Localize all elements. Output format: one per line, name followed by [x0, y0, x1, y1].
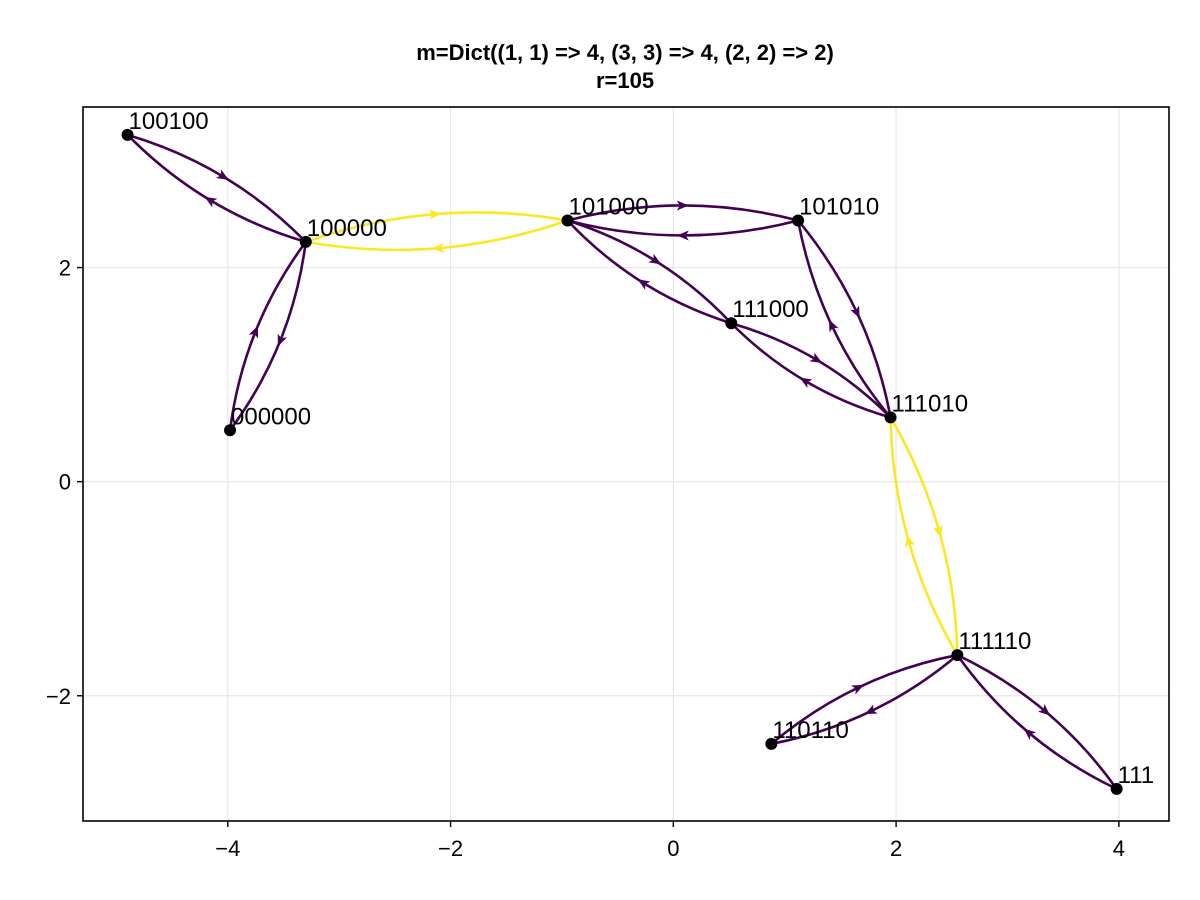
edge-arrow [828, 319, 839, 333]
node-label-111: 111 [1118, 762, 1154, 789]
edge-100000-000000 [228, 241, 308, 432]
edge-100000-100100 [126, 133, 307, 244]
edge-arrow [799, 377, 813, 389]
node-label-101000: 101000 [569, 193, 649, 220]
edge-arrow [905, 534, 915, 548]
edge-arrow [1037, 703, 1051, 716]
edge-arrow [676, 200, 689, 211]
nodes [121, 128, 1123, 795]
edge-000000-100000 [228, 241, 307, 431]
edge-111110-111 [956, 653, 1118, 790]
node-100100 [121, 128, 134, 141]
node-101000 [561, 214, 574, 227]
node-label-000000: 000000 [231, 403, 311, 430]
edge-arrow [1023, 728, 1037, 741]
edge-arrow [637, 279, 651, 290]
x-tick-label: −4 [215, 836, 240, 861]
edge-100100-100000 [127, 133, 307, 243]
node-label-100000: 100000 [307, 215, 387, 242]
edge-arrow [428, 209, 442, 220]
edge-arrow [648, 253, 662, 265]
node-label-110110: 110110 [772, 717, 849, 744]
x-tick-label: −2 [438, 836, 463, 861]
grid-lines [83, 107, 1169, 821]
edge-arrow [432, 242, 445, 253]
node-111 [1110, 782, 1123, 795]
node-label-111110: 111110 [958, 628, 1031, 655]
x-tick-label: 4 [1113, 836, 1125, 861]
x-tick-label: 0 [667, 836, 679, 861]
edges [126, 133, 1118, 791]
node-000000 [224, 424, 237, 437]
node-label-111010: 111010 [892, 390, 969, 417]
node-label-100100: 100100 [129, 108, 209, 135]
edge-arrow [851, 684, 865, 695]
node-101010 [792, 214, 805, 227]
plot-frame [82, 106, 1170, 822]
node-label-111000: 111000 [732, 296, 809, 323]
plot-title-line1: m=Dict((1, 1) => 4, (3, 3) => 4, (2, 2) … [416, 40, 834, 65]
node-label-101010: 101010 [799, 193, 879, 220]
edge-arrow [215, 169, 229, 180]
edge-111010-101010 [796, 220, 892, 419]
edge-111-111110 [956, 654, 1118, 791]
axis-ticks: −4 −2 0 2 4 −2 0 2 [46, 256, 1125, 861]
y-tick-label: 2 [59, 256, 71, 281]
edge-111010-111110 [889, 416, 959, 656]
node-111110 [951, 649, 964, 662]
edge-arrow [864, 704, 878, 715]
edge-arrow [932, 524, 943, 538]
edge-arrow [277, 333, 288, 347]
edge-arrow [809, 352, 823, 364]
plot-title-line2: r=105 [596, 68, 654, 93]
node-100000 [299, 235, 312, 248]
node-110110 [765, 737, 778, 750]
edge-arrow [850, 305, 860, 319]
edge-arrow [204, 196, 218, 208]
node-111000 [725, 317, 738, 330]
edge-arrow [676, 230, 689, 241]
edge-arrow [248, 325, 259, 339]
y-tick-label: −2 [46, 684, 71, 709]
edge-101010-111010 [797, 219, 892, 418]
node-labels: 100100 100000 000000 101000 101010 111000 1110… [129, 108, 1155, 789]
edge-111110-111010 [889, 417, 959, 656]
y-tick-label: 0 [59, 470, 71, 495]
node-111010 [884, 411, 897, 424]
x-tick-label: 2 [890, 836, 902, 861]
